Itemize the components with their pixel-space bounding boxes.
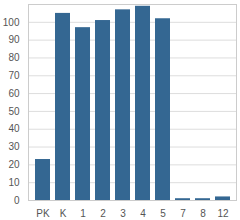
svg-text:2: 2	[100, 208, 106, 219]
svg-text:50: 50	[8, 106, 20, 117]
svg-text:4: 4	[140, 208, 146, 219]
svg-text:40: 40	[8, 123, 20, 134]
svg-text:12: 12	[217, 208, 229, 219]
svg-text:80: 80	[8, 52, 20, 63]
svg-text:PK: PK	[36, 208, 50, 219]
svg-text:10: 10	[8, 177, 20, 188]
svg-text:7: 7	[180, 208, 186, 219]
svg-text:70: 70	[8, 70, 20, 81]
svg-text:30: 30	[8, 141, 20, 152]
svg-text:3: 3	[120, 208, 126, 219]
svg-text:5: 5	[160, 208, 166, 219]
svg-text:0: 0	[14, 195, 20, 206]
svg-text:K: K	[60, 208, 67, 219]
svg-text:1: 1	[80, 208, 86, 219]
svg-text:20: 20	[8, 159, 20, 170]
svg-text:60: 60	[8, 88, 20, 99]
svg-text:90: 90	[8, 34, 20, 45]
svg-text:100: 100	[3, 17, 20, 28]
svg-text:8: 8	[200, 208, 206, 219]
